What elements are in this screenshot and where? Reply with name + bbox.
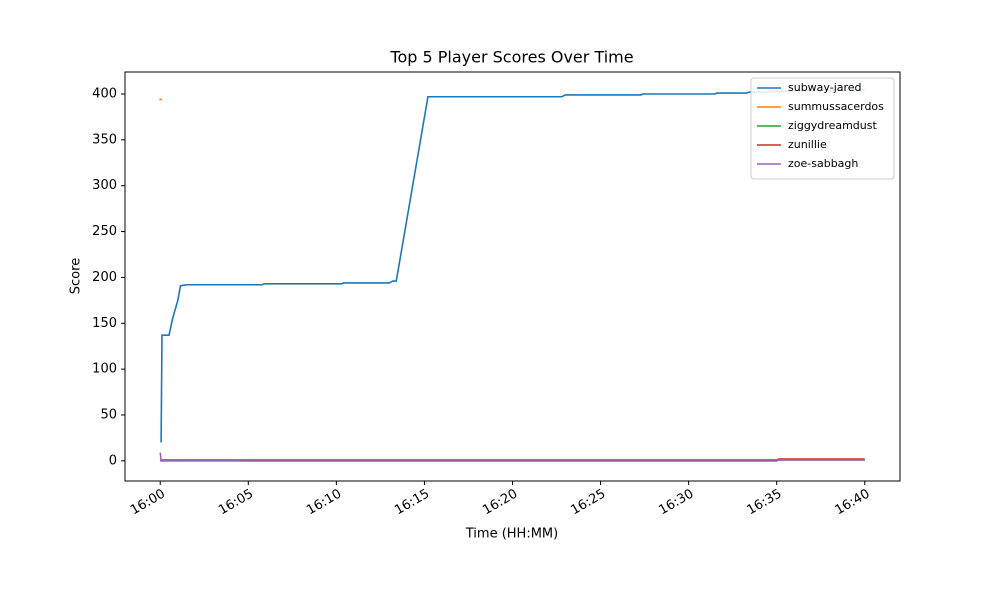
y-tick-label: 350 bbox=[92, 132, 117, 147]
y-tick-label: 200 bbox=[92, 270, 117, 285]
x-tick-label: 16:35 bbox=[745, 487, 785, 519]
legend-label: zoe-sabbagh bbox=[788, 157, 858, 170]
series-line bbox=[160, 88, 865, 443]
y-axis-label: Score bbox=[69, 258, 84, 294]
y-tick-label: 400 bbox=[92, 87, 117, 102]
series-line bbox=[159, 452, 865, 462]
chart-title: Top 5 Player Scores Over Time bbox=[389, 48, 633, 67]
y-tick-label: 0 bbox=[109, 453, 117, 468]
y-tick-label: 150 bbox=[92, 316, 117, 331]
x-tick-label: 16:05 bbox=[216, 487, 256, 519]
legend-box bbox=[750, 77, 895, 180]
plot-frame bbox=[124, 71, 901, 482]
x-tick-label: 16:10 bbox=[304, 487, 344, 519]
legend-label: summussacerdos bbox=[788, 100, 884, 113]
x-tick-label: 16:40 bbox=[833, 487, 873, 519]
y-tick-label: 300 bbox=[92, 178, 117, 193]
x-tick-label: 16:15 bbox=[392, 487, 432, 519]
y-tick-label: 100 bbox=[92, 362, 117, 377]
x-tick-label: 16:00 bbox=[128, 487, 168, 519]
x-axis-label: Time (HH:MM) bbox=[465, 527, 558, 542]
y-tick-label: 50 bbox=[100, 407, 117, 422]
x-tick-label: 16:20 bbox=[480, 487, 520, 519]
x-tick-label: 16:25 bbox=[568, 487, 608, 519]
x-tick-label: 16:30 bbox=[656, 487, 696, 519]
legend-label: subway-jared bbox=[788, 81, 862, 94]
legend-label: ziggydreamdust bbox=[788, 119, 877, 132]
y-tick-label: 250 bbox=[92, 224, 117, 239]
legend-label: zunillie bbox=[788, 138, 827, 151]
